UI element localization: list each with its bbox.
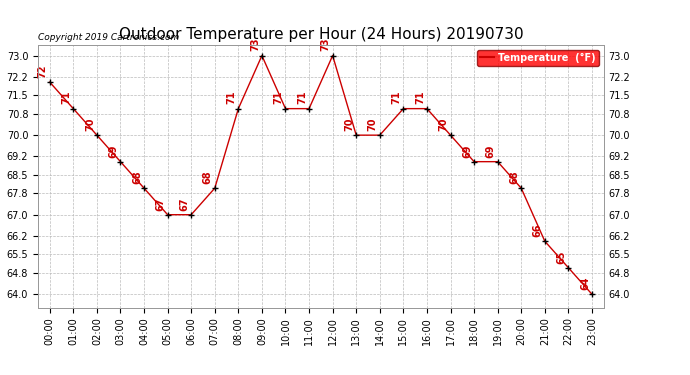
Text: 70: 70 — [368, 117, 378, 131]
Text: 71: 71 — [61, 91, 71, 105]
Text: 72: 72 — [38, 64, 48, 78]
Text: 69: 69 — [462, 144, 472, 158]
Text: 70: 70 — [85, 117, 95, 131]
Text: 71: 71 — [226, 91, 237, 105]
Text: 71: 71 — [297, 91, 307, 105]
Text: 68: 68 — [203, 170, 213, 184]
Text: 68: 68 — [509, 170, 520, 184]
Text: 69: 69 — [108, 144, 119, 158]
Text: 67: 67 — [179, 197, 189, 210]
Text: 71: 71 — [273, 91, 284, 105]
Text: 70: 70 — [344, 117, 354, 131]
Text: 73: 73 — [250, 38, 260, 51]
Text: 66: 66 — [533, 224, 543, 237]
Text: 68: 68 — [132, 170, 142, 184]
Text: 71: 71 — [415, 91, 425, 105]
Text: 65: 65 — [556, 250, 566, 264]
Text: 71: 71 — [391, 91, 402, 105]
Title: Outdoor Temperature per Hour (24 Hours) 20190730: Outdoor Temperature per Hour (24 Hours) … — [119, 27, 523, 42]
Text: 73: 73 — [321, 38, 331, 51]
Text: Copyright 2019 Cartronics.com: Copyright 2019 Cartronics.com — [38, 33, 179, 42]
Legend: Temperature  (°F): Temperature (°F) — [477, 50, 599, 66]
Text: 70: 70 — [439, 117, 449, 131]
Text: 64: 64 — [580, 277, 590, 290]
Text: 67: 67 — [156, 197, 166, 210]
Text: 69: 69 — [486, 144, 495, 158]
